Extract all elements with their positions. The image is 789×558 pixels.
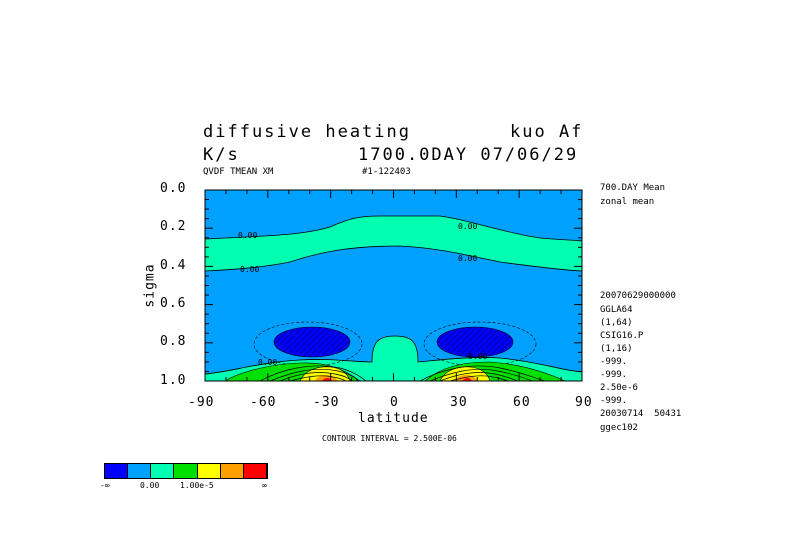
colorbar-label: -∞ (100, 481, 110, 490)
x-axis-label: latitude (358, 411, 429, 426)
colorbar-swatch (128, 464, 152, 478)
colorbar (104, 463, 268, 479)
colorbar-label: 0.00 (140, 481, 160, 490)
side-info-line: 2.50e-6 (600, 383, 638, 393)
sh-minimum (273, 326, 351, 358)
side-info-line: zonal mean (600, 197, 655, 207)
side-info-line: GGLA64 (600, 305, 633, 315)
side-info-line: -999. (600, 370, 628, 380)
y-tick-label: 0.2 (160, 219, 187, 234)
units-label: K/s (203, 145, 240, 165)
side-info-line: (1,64) (600, 318, 633, 328)
run-id: #1-122403 (362, 167, 411, 177)
y-tick-label: 0.0 (160, 181, 187, 196)
colorbar-swatch (197, 464, 221, 478)
colorbar-label: ∞ (262, 481, 267, 490)
title-right: kuo Af (510, 122, 584, 142)
title-left: diffusive heating (203, 122, 411, 142)
side-info-line: -999. (600, 357, 628, 367)
contour-label: 0.00 (458, 254, 478, 263)
side-info-line: ggec102 (600, 423, 638, 433)
y-tick-label: 0.8 (160, 334, 187, 349)
x-tick-label: 0 (390, 395, 399, 410)
nh-minimum (436, 326, 514, 358)
contour-interval: CONTOUR INTERVAL = 2.500E-06 (322, 434, 457, 443)
time-label: 1700.0DAY 07/06/29 (358, 145, 579, 165)
x-tick-label: 60 (513, 395, 531, 410)
colorbar-swatch (105, 464, 129, 478)
contour-label: 0.00 (258, 358, 278, 367)
contour-label: 0.00 (468, 352, 488, 361)
x-tick-label: -90 (188, 395, 215, 410)
side-info-line: 700.DAY Mean (600, 183, 666, 193)
variable-description: QVDF TMEAN XM (203, 167, 274, 177)
side-info-line: CSIG16.P (600, 331, 644, 341)
x-tick-label: -60 (250, 395, 277, 410)
y-tick-label: 0.4 (160, 258, 187, 273)
x-tick-label: 90 (575, 395, 593, 410)
surface-contours (259, 365, 546, 381)
x-tick-label: -30 (313, 395, 340, 410)
y-axis-label: sigma (142, 263, 158, 308)
contour-label: 0.00 (240, 265, 260, 274)
side-info-line: (1,16) (600, 344, 633, 354)
x-tick-label: 30 (450, 395, 468, 410)
colorbar-swatch (220, 464, 244, 478)
surface-maxima-sh (299, 366, 351, 381)
colorbar-swatch (243, 464, 267, 478)
colorbar-swatch (151, 464, 175, 478)
colorbar-label: 1.00e-5 (180, 481, 214, 490)
y-tick-label: 1.0 (160, 373, 187, 388)
y-tick-label: 0.6 (160, 296, 187, 311)
side-info-line: -999. (600, 396, 628, 406)
side-info-line: 20030714 50431 (600, 409, 682, 419)
colorbar-swatch (174, 464, 198, 478)
contour-label: 0.00 (238, 231, 258, 240)
contour-label: 0.00 (458, 222, 478, 231)
side-info-line: 20070629000000 (600, 291, 676, 301)
